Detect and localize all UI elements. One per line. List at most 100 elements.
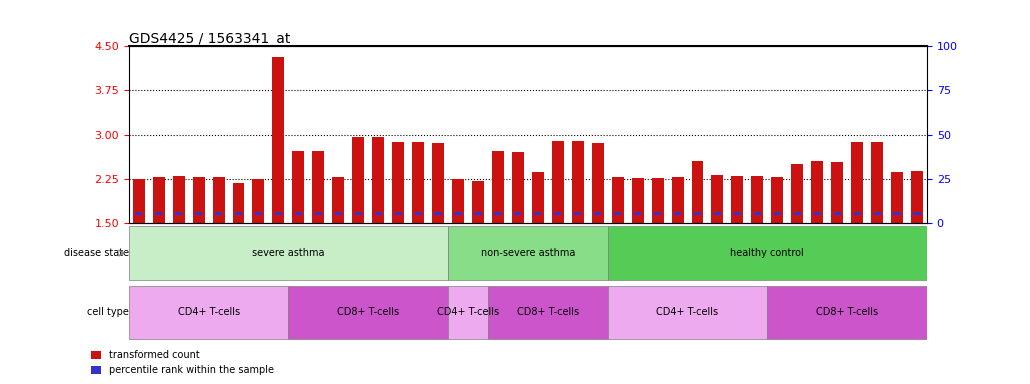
FancyBboxPatch shape (448, 227, 608, 280)
Bar (156, 212, 163, 215)
Bar (414, 212, 421, 215)
Bar (152, 177, 165, 223)
FancyBboxPatch shape (767, 286, 927, 339)
Bar (714, 212, 721, 215)
Bar (333, 177, 344, 223)
Bar (175, 212, 182, 215)
Bar (791, 164, 803, 223)
Bar (594, 212, 602, 215)
Bar (272, 57, 284, 223)
Bar (433, 143, 444, 223)
Bar (494, 212, 502, 215)
Bar (733, 212, 741, 215)
Bar (552, 141, 563, 223)
Bar (914, 212, 921, 215)
Bar (252, 179, 265, 223)
Bar (873, 212, 881, 215)
Bar (754, 212, 761, 215)
FancyBboxPatch shape (488, 286, 608, 339)
Bar (812, 161, 823, 223)
Bar (352, 137, 365, 223)
Bar (893, 212, 900, 215)
Bar (774, 212, 781, 215)
Text: severe asthma: severe asthma (252, 248, 324, 258)
Bar (634, 212, 642, 215)
Bar (235, 212, 242, 215)
Bar (674, 212, 681, 215)
Bar (295, 212, 302, 215)
Bar (512, 152, 524, 223)
Bar (831, 162, 844, 223)
Bar (652, 178, 663, 223)
FancyBboxPatch shape (608, 227, 927, 280)
FancyBboxPatch shape (129, 227, 448, 280)
Bar (891, 172, 903, 223)
Text: GDS4425 / 1563341_at: GDS4425 / 1563341_at (129, 32, 290, 46)
Bar (591, 143, 604, 223)
Bar (871, 142, 883, 223)
Bar (215, 212, 222, 215)
Bar (492, 151, 504, 223)
Text: cell type: cell type (87, 307, 129, 317)
Bar (312, 151, 324, 223)
Bar (572, 141, 584, 223)
Bar (193, 177, 205, 223)
Bar (694, 212, 701, 215)
Bar (531, 172, 544, 223)
Bar (454, 212, 461, 215)
Bar (631, 178, 644, 223)
Bar (133, 179, 144, 223)
Text: CD4+ T-cells: CD4+ T-cells (437, 307, 500, 317)
Bar (712, 175, 723, 223)
Bar (293, 151, 305, 223)
Bar (412, 142, 424, 223)
Bar (335, 212, 342, 215)
Bar (751, 176, 763, 223)
Legend: transformed count, percentile rank within the sample: transformed count, percentile rank withi… (88, 346, 277, 379)
Bar (535, 212, 542, 215)
Bar (574, 212, 581, 215)
Bar (375, 212, 382, 215)
Bar (794, 212, 801, 215)
Bar (135, 212, 142, 215)
Bar (472, 181, 484, 223)
Bar (514, 212, 521, 215)
Bar (654, 212, 661, 215)
Text: CD4+ T-cells: CD4+ T-cells (177, 307, 240, 317)
Bar (452, 179, 464, 223)
Bar (475, 212, 482, 215)
FancyBboxPatch shape (448, 286, 488, 339)
Bar (614, 212, 621, 215)
Text: disease state: disease state (64, 248, 129, 258)
FancyBboxPatch shape (129, 286, 288, 339)
Bar (854, 212, 861, 215)
Text: CD4+ T-cells: CD4+ T-cells (656, 307, 719, 317)
Bar (195, 212, 202, 215)
Bar (392, 142, 404, 223)
FancyBboxPatch shape (608, 286, 767, 339)
Bar (554, 212, 561, 215)
Text: CD8+ T-cells: CD8+ T-cells (337, 307, 400, 317)
Bar (672, 177, 684, 223)
Bar (354, 212, 362, 215)
Text: CD8+ T-cells: CD8+ T-cells (517, 307, 579, 317)
Bar (731, 176, 744, 223)
Text: non-severe asthma: non-severe asthma (481, 248, 575, 258)
Bar (833, 212, 840, 215)
Text: CD8+ T-cells: CD8+ T-cells (816, 307, 879, 317)
Bar (435, 212, 442, 215)
Bar (173, 176, 184, 223)
Bar (394, 212, 402, 215)
Text: healthy control: healthy control (730, 248, 804, 258)
Bar (691, 161, 703, 223)
Bar (372, 137, 384, 223)
Bar (254, 212, 262, 215)
Bar (771, 177, 783, 223)
Bar (814, 212, 821, 215)
Bar (851, 142, 863, 223)
Bar (275, 212, 282, 215)
FancyBboxPatch shape (288, 286, 448, 339)
Bar (212, 177, 225, 223)
Bar (612, 177, 623, 223)
Bar (233, 183, 244, 223)
